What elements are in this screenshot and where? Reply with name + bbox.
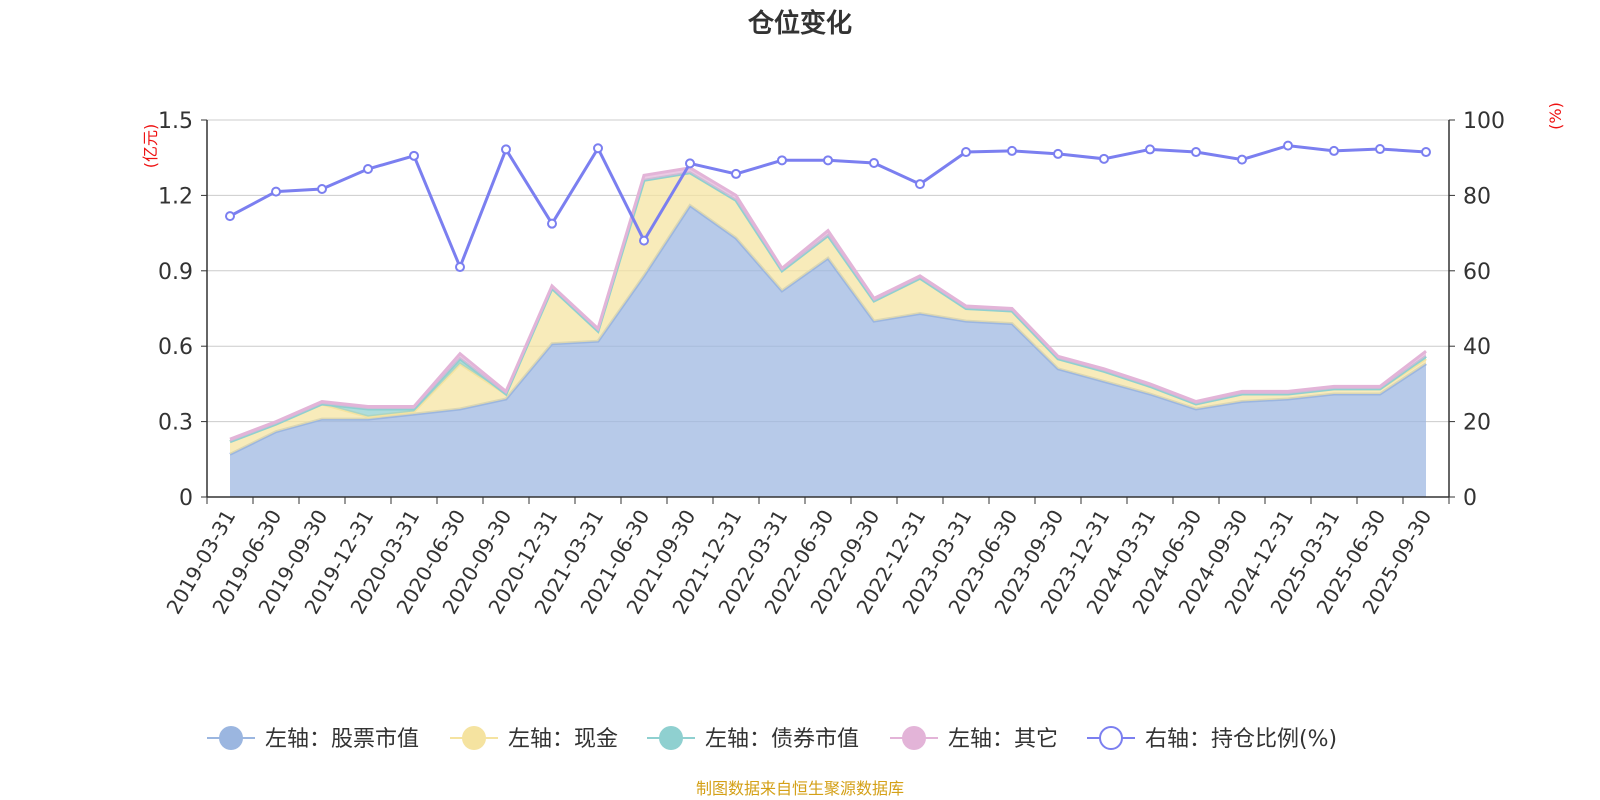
right-tick-label: 80: [1463, 184, 1491, 209]
left-tick-label: 0: [179, 486, 193, 511]
legend-marker: [219, 726, 243, 750]
ratio-point: [225, 211, 235, 222]
legend-label: 左轴：其它: [948, 727, 1058, 752]
legend-label: 右轴：持仓比例(%): [1145, 727, 1337, 752]
left-axis-unit: (亿元): [141, 124, 160, 169]
right-axis-unit: (%): [1546, 102, 1565, 130]
left-tick-label: 0.6: [158, 335, 193, 360]
ratio-point: [915, 179, 925, 190]
ratio-point: [317, 183, 327, 194]
left-tick-label: 1.5: [158, 109, 193, 134]
ratio-point: [409, 150, 419, 161]
right-tick-label: 40: [1463, 335, 1491, 360]
ratio-point: [961, 147, 971, 158]
ratio-point: [777, 155, 787, 166]
area-edge-左轴：其它: [229, 166, 1427, 441]
ratio-point: [731, 168, 741, 179]
ratio-point: [823, 155, 833, 166]
left-tick-label: 0.3: [158, 411, 193, 436]
legend-marker: [1099, 726, 1123, 750]
legend-label: 左轴：股票市值: [265, 727, 419, 752]
ratio-line-series: [225, 140, 1431, 273]
ratio-point: [869, 157, 879, 168]
area-左轴：股票市值: [230, 205, 1426, 497]
ratio-point: [1191, 147, 1201, 158]
ratio-point: [1329, 145, 1339, 156]
ratio-point: [501, 144, 511, 155]
ratio-point: [593, 143, 603, 154]
legend-label: 左轴：现金: [508, 727, 618, 752]
right-tick-label: 20: [1463, 411, 1491, 436]
right-tick-label: 60: [1463, 260, 1491, 285]
left-tick-label: 1.2: [158, 184, 193, 209]
left-tick-label: 0.9: [158, 260, 193, 285]
ratio-point: [547, 218, 557, 229]
area-左轴：现金: [230, 172, 1426, 455]
right-tick-label: 0: [1463, 486, 1477, 511]
ratio-point: [639, 235, 649, 246]
legend-marker: [902, 726, 926, 750]
ratio-point: [1421, 147, 1431, 158]
ratio-point: [1053, 148, 1063, 159]
ratio-point: [1145, 144, 1155, 155]
ratio-point: [1007, 145, 1017, 156]
ratio-point: [685, 158, 695, 169]
source-note: 制图数据来自恒生聚源数据库: [696, 779, 904, 798]
ratio-point: [1237, 154, 1247, 165]
ratio-point: [1375, 144, 1385, 155]
right-tick-label: 100: [1463, 109, 1505, 134]
ratio-point: [1283, 140, 1293, 151]
legend-label: 左轴：债券市值: [705, 727, 859, 752]
ratio-point: [363, 164, 373, 175]
legend: 左轴：股票市值 左轴：现金 左轴：债券市值 左轴：其它 右轴：持仓比例(%): [207, 726, 1337, 752]
ratio-point: [455, 262, 465, 273]
chart-title: 仓位变化: [747, 8, 852, 39]
legend-marker: [462, 726, 486, 750]
ratio-point: [271, 186, 281, 197]
ratio-point: [1099, 153, 1109, 164]
stacked-areas: [229, 166, 1427, 497]
legend-marker: [659, 726, 683, 750]
